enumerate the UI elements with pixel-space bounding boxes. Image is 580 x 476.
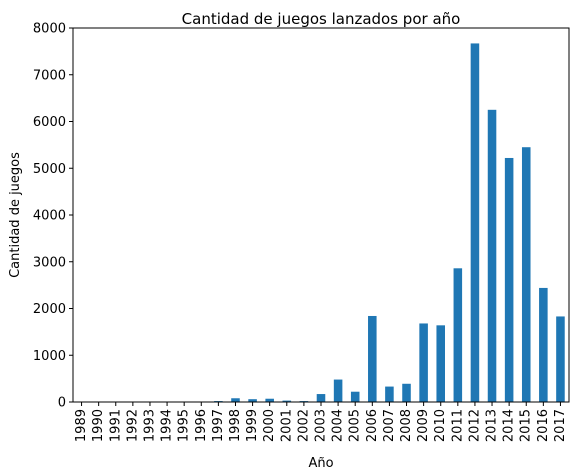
- y-tick-label: 3000: [33, 255, 66, 270]
- x-tick-label: 1999: [245, 409, 260, 442]
- x-tick-label: 1996: [194, 409, 209, 442]
- x-tick-label: 2004: [331, 409, 346, 442]
- x-tick-label: 2007: [382, 409, 397, 442]
- x-tick-label: 2002: [296, 409, 311, 442]
- x-tick-label: 2014: [502, 409, 517, 442]
- x-tick-label: 1992: [125, 409, 140, 442]
- bar-2006: [368, 315, 377, 402]
- y-tick-label: 7000: [33, 68, 66, 83]
- y-tick-label: 4000: [33, 209, 66, 224]
- x-tick-label: 2012: [467, 409, 482, 442]
- bar-2017: [556, 316, 565, 402]
- bar-2013: [487, 109, 497, 402]
- y-tick-label: 2000: [33, 302, 66, 317]
- x-tick-label: 1995: [177, 409, 192, 442]
- bar-1999: [248, 399, 257, 402]
- y-tick-label: 8000: [33, 22, 66, 37]
- x-tick-label: 2011: [450, 409, 465, 442]
- bar-2008: [402, 383, 411, 402]
- x-tick-label: 2010: [433, 409, 448, 442]
- bar-2004: [333, 379, 343, 402]
- x-tick-label: 1994: [160, 409, 175, 442]
- x-tick-label: 1993: [142, 409, 157, 442]
- x-tick-label: 2000: [262, 409, 277, 442]
- x-tick-label: 1997: [211, 409, 226, 442]
- bar-2011: [453, 268, 463, 402]
- plot-frame: [72, 27, 570, 403]
- y-tick-label: 5000: [33, 162, 66, 177]
- bar-2016: [539, 287, 548, 402]
- y-tick-label: 0: [58, 396, 66, 411]
- bar-2010: [436, 325, 445, 402]
- x-tick-label: 1998: [228, 409, 243, 442]
- y-tick-label: 6000: [33, 115, 66, 130]
- x-tick-label: 2001: [279, 409, 294, 442]
- x-tick-label: 1991: [108, 409, 123, 442]
- x-tick-label: 2013: [485, 409, 500, 442]
- x-tick-label: 2006: [365, 409, 380, 442]
- bar-2000: [265, 398, 274, 402]
- x-tick-label: 1989: [74, 409, 89, 442]
- bar-2001: [282, 400, 292, 402]
- bar-2007: [385, 386, 394, 402]
- y-axis-label: Cantidad de juegos: [8, 152, 23, 278]
- chart-title: Cantidad de juegos lanzados por año: [182, 10, 461, 28]
- x-tick-label: 2009: [416, 409, 431, 442]
- x-axis-label: Año: [308, 456, 333, 471]
- y-tick-label: 1000: [33, 349, 66, 364]
- x-tick-label: 2016: [536, 409, 551, 442]
- x-tick-label: 2003: [314, 409, 329, 442]
- bar-2014: [504, 157, 514, 402]
- x-tick-label: 2017: [553, 409, 568, 442]
- bar-2003: [316, 394, 326, 402]
- bar-1998: [231, 398, 240, 402]
- x-axis: 1989 1990 1991 1992 1993 1994 1995 1996 1997 1998…: [74, 402, 568, 442]
- bar-2015: [521, 147, 531, 402]
- x-tick-label: 2005: [348, 409, 363, 442]
- x-tick-label: 1990: [91, 409, 106, 442]
- y-axis: 0 1000 2000 3000 4000 5000 6000 7000 8000: [33, 22, 73, 411]
- bars-group: [77, 43, 565, 403]
- x-tick-label: 2008: [399, 409, 414, 442]
- x-tick-label: 2015: [519, 409, 534, 442]
- bar-2005: [350, 391, 360, 402]
- bar-2009: [419, 323, 428, 402]
- bar-2012: [470, 43, 480, 403]
